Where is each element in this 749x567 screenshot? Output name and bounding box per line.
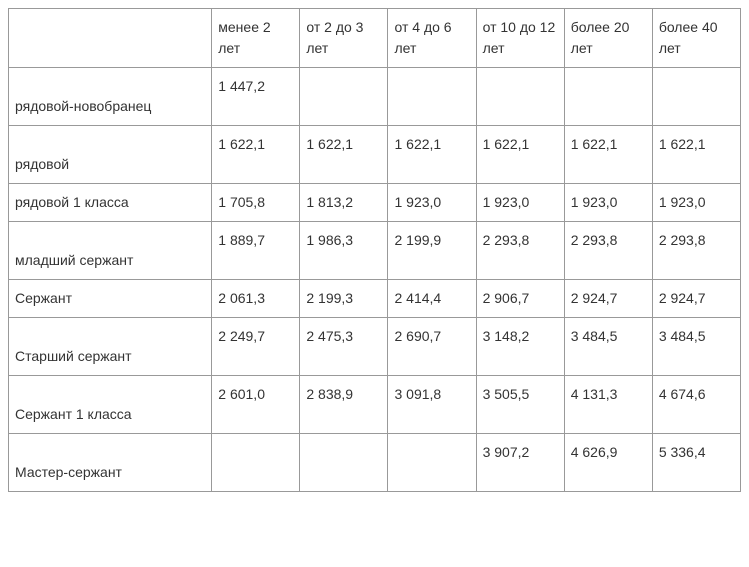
data-cell: 2 475,3	[300, 318, 388, 376]
data-cell: 1 923,0	[388, 184, 476, 222]
table-row: рядовой-новобранец 1 447,2	[9, 68, 741, 126]
data-cell: 2 924,7	[652, 280, 740, 318]
table-row: Старший сержант 2 249,7 2 475,3 2 690,7 …	[9, 318, 741, 376]
data-cell: 2 293,8	[476, 222, 564, 280]
table-row: Сержант 2 061,3 2 199,3 2 414,4 2 906,7 …	[9, 280, 741, 318]
data-cell: 2 906,7	[476, 280, 564, 318]
data-cell: 1 622,1	[388, 126, 476, 184]
row-label: рядовой	[9, 126, 212, 184]
data-cell: 1 622,1	[212, 126, 300, 184]
table-header-row: менее 2 лет от 2 до 3 лет от 4 до 6 лет …	[9, 9, 741, 68]
header-cell: от 2 до 3 лет	[300, 9, 388, 68]
data-cell	[300, 434, 388, 492]
data-cell	[212, 434, 300, 492]
data-cell	[564, 68, 652, 126]
data-cell: 1 622,1	[300, 126, 388, 184]
row-label: Сержант	[9, 280, 212, 318]
data-cell: 2 838,9	[300, 376, 388, 434]
data-cell: 2 061,3	[212, 280, 300, 318]
data-cell: 4 626,9	[564, 434, 652, 492]
data-cell: 1 622,1	[652, 126, 740, 184]
data-cell: 1 705,8	[212, 184, 300, 222]
data-cell: 1 622,1	[564, 126, 652, 184]
row-label: Мастер-сержант	[9, 434, 212, 492]
data-cell	[652, 68, 740, 126]
data-cell: 3 091,8	[388, 376, 476, 434]
row-label: Старший сержант	[9, 318, 212, 376]
table-row: рядовой 1 класса 1 705,8 1 813,2 1 923,0…	[9, 184, 741, 222]
data-cell: 2 690,7	[388, 318, 476, 376]
header-cell: менее 2 лет	[212, 9, 300, 68]
header-cell: более 20 лет	[564, 9, 652, 68]
data-cell: 3 484,5	[652, 318, 740, 376]
header-cell-blank	[9, 9, 212, 68]
data-cell: 1 813,2	[300, 184, 388, 222]
row-label: Сержант 1 класса	[9, 376, 212, 434]
salary-table: менее 2 лет от 2 до 3 лет от 4 до 6 лет …	[8, 8, 741, 492]
data-cell: 4 674,6	[652, 376, 740, 434]
data-cell: 3 148,2	[476, 318, 564, 376]
data-cell: 2 924,7	[564, 280, 652, 318]
table-row: Мастер-сержант 3 907,2 4 626,9 5 336,4	[9, 434, 741, 492]
row-label: рядовой-новобранец	[9, 68, 212, 126]
table-row: рядовой 1 622,1 1 622,1 1 622,1 1 622,1 …	[9, 126, 741, 184]
data-cell	[476, 68, 564, 126]
table-row: Сержант 1 класса 2 601,0 2 838,9 3 091,8…	[9, 376, 741, 434]
data-cell: 1 889,7	[212, 222, 300, 280]
data-cell: 3 505,5	[476, 376, 564, 434]
header-cell: от 10 до 12 лет	[476, 9, 564, 68]
data-cell	[388, 434, 476, 492]
data-cell: 5 336,4	[652, 434, 740, 492]
data-cell: 2 199,3	[300, 280, 388, 318]
row-label: рядовой 1 класса	[9, 184, 212, 222]
data-cell: 2 293,8	[564, 222, 652, 280]
data-cell: 3 907,2	[476, 434, 564, 492]
data-cell: 2 414,4	[388, 280, 476, 318]
data-cell: 1 923,0	[476, 184, 564, 222]
data-cell: 1 622,1	[476, 126, 564, 184]
data-cell: 2 601,0	[212, 376, 300, 434]
header-cell: от 4 до 6 лет	[388, 9, 476, 68]
data-cell	[300, 68, 388, 126]
data-cell: 2 199,9	[388, 222, 476, 280]
data-cell: 1 447,2	[212, 68, 300, 126]
data-cell: 2 249,7	[212, 318, 300, 376]
data-cell: 3 484,5	[564, 318, 652, 376]
data-cell	[388, 68, 476, 126]
header-cell: более 40 лет	[652, 9, 740, 68]
data-cell: 1 923,0	[564, 184, 652, 222]
data-cell: 1 986,3	[300, 222, 388, 280]
data-cell: 2 293,8	[652, 222, 740, 280]
data-cell: 4 131,3	[564, 376, 652, 434]
data-cell: 1 923,0	[652, 184, 740, 222]
table-row: младший сержант 1 889,7 1 986,3 2 199,9 …	[9, 222, 741, 280]
row-label: младший сержант	[9, 222, 212, 280]
